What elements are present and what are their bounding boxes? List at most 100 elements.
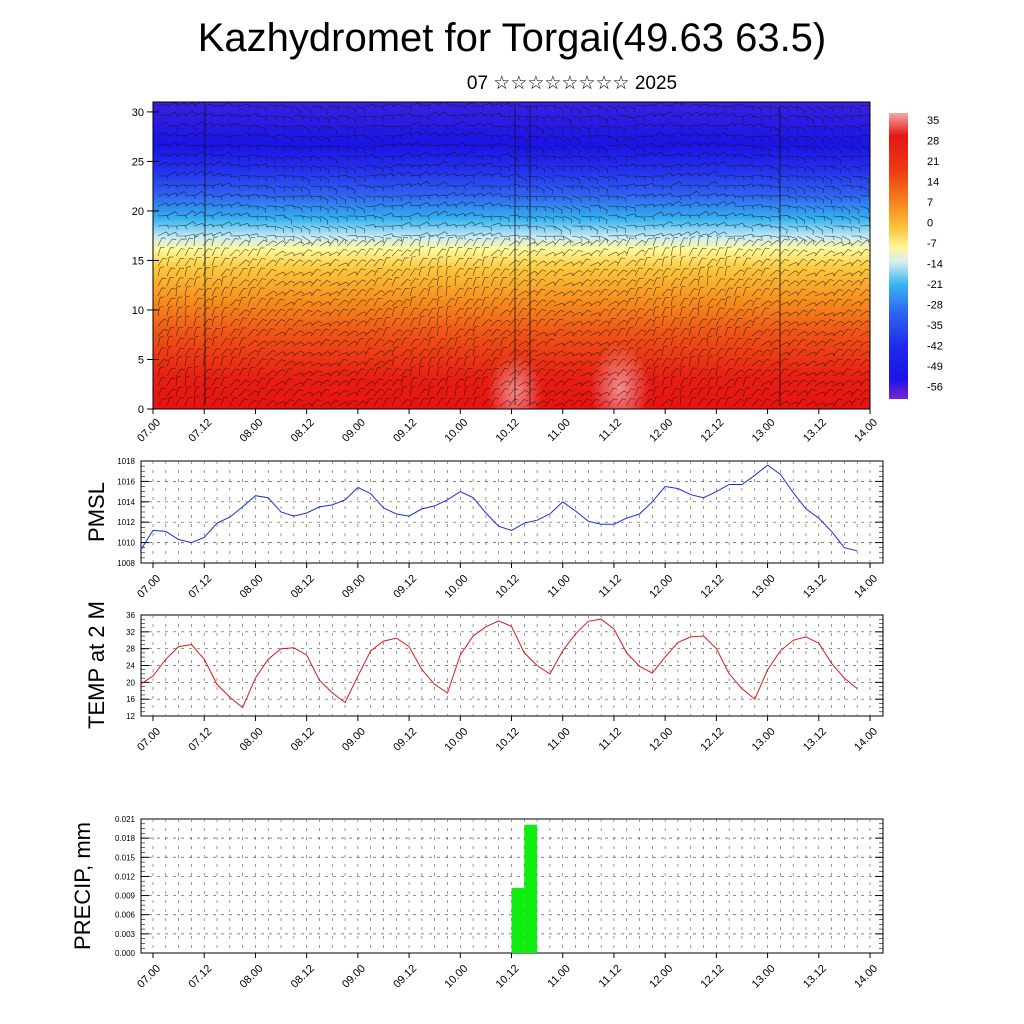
heatmap-x-tick-label: 13.12 (801, 417, 829, 445)
y-tick-label: 1008 (117, 559, 135, 568)
y-tick-label: 16 (126, 695, 135, 704)
colorbar: 35 28 21 14 7 0 -7 -14 -21 -28 -35 -42 -49 -56 (889, 113, 943, 399)
y-tick-label: 0.018 (115, 834, 136, 843)
heatmap-x-tick-label: 07.00 (135, 417, 163, 445)
x-tick-label: 12.00 (647, 573, 675, 601)
cross-section-panel: 0 5 10 15 20 25 30 07.00 07.12 08.00 08.12 09.00 09… (132, 101, 880, 445)
heatmap-x-tick-label: 10.12 (494, 417, 522, 445)
x-tick-label: 07.00 (135, 573, 163, 601)
x-tick-label: 07.00 (135, 963, 163, 991)
y-tick-label: 1016 (117, 477, 135, 486)
y-tick-label: 1012 (117, 518, 135, 527)
temp-panel: 12 16 20 24 28 32 36 07.00 07.12 08.00 08.12 09.00 0… (84, 601, 884, 754)
y-tick-label: 12 (126, 712, 135, 721)
temp-ylabel: TEMP at 2 M (84, 601, 109, 729)
heatmap-x-tick-label: 09.00 (340, 417, 368, 445)
heatmap-y-tick-label: 25 (132, 156, 144, 168)
y-tick-label: 20 (126, 678, 135, 687)
colorbar-label: 0 (927, 217, 933, 229)
heatmap-x-tick-label: 11.00 (545, 417, 572, 444)
heatmap-y-tick-label: 10 (132, 305, 144, 317)
x-tick-label: 12.12 (699, 726, 727, 754)
heatmap-x-tick-label: 10.00 (442, 417, 470, 445)
x-tick-label: 09.00 (340, 963, 368, 991)
x-tick-label: 10.12 (494, 726, 522, 754)
x-tick-label: 07.12 (186, 573, 214, 601)
y-tick-label: 36 (126, 611, 135, 620)
x-tick-label: 13.00 (750, 573, 778, 601)
heatmap-x-tick-label: 12.12 (699, 417, 727, 445)
colorbar-label: -49 (927, 361, 943, 373)
x-tick-label: 09.00 (340, 726, 368, 754)
x-tick-label: 09.12 (391, 963, 419, 991)
x-tick-label: 12.00 (647, 963, 675, 991)
x-tick-label: 10.12 (494, 963, 522, 991)
y-tick-label: 0.006 (115, 911, 136, 920)
colorbar-gradient (889, 113, 908, 399)
x-tick-label: 11.12 (597, 726, 624, 753)
chart-subtitle: 07 ☆☆☆☆☆☆☆☆ 2025 (466, 73, 678, 94)
heatmap-x-tick-label: 09.12 (391, 417, 419, 445)
heatmap-x-tick-label: 14.00 (852, 417, 880, 445)
x-tick-label: 08.00 (238, 573, 266, 601)
colorbar-label: -56 (927, 381, 943, 393)
y-tick-label: 0.021 (115, 815, 136, 824)
x-tick-label: 11.00 (545, 726, 572, 753)
y-tick-label: 0.003 (115, 930, 136, 939)
x-tick-label: 09.12 (391, 573, 419, 601)
x-tick-label: 08.00 (238, 726, 266, 754)
colorbar-label: -28 (927, 299, 943, 311)
x-tick-label: 12.12 (699, 963, 727, 991)
x-tick-label: 13.12 (801, 573, 829, 601)
x-tick-label: 14.00 (852, 726, 880, 754)
x-tick-label: 14.00 (852, 963, 880, 991)
x-tick-label: 14.00 (852, 573, 880, 601)
pmsl-ylabel: PMSL (84, 482, 109, 542)
y-tick-label: 32 (126, 628, 135, 637)
x-tick-label: 13.00 (750, 963, 778, 991)
y-tick-label: 0.009 (115, 892, 136, 901)
heatmap-y-tick-label: 30 (132, 107, 144, 119)
heatmap-x-tick-label: 13.00 (750, 417, 778, 445)
heatmap-x-tick-label: 11.12 (597, 417, 624, 444)
x-tick-label: 11.00 (545, 963, 572, 990)
pmsl-frame (140, 460, 884, 564)
colorbar-label: 21 (927, 156, 939, 168)
colorbar-label: 7 (927, 197, 933, 209)
pmsl-panel: 1008 1010 1012 1014 1016 1018 07.00 07.12 08.00 0… (84, 457, 884, 601)
x-tick-label: 08.00 (238, 963, 266, 991)
y-tick-label: 1018 (117, 457, 135, 466)
warm-core-2 (590, 343, 650, 409)
x-tick-label: 11.12 (597, 573, 624, 600)
y-tick-label: 0.000 (115, 949, 136, 958)
heatmap-x-tick-label: 08.00 (238, 417, 266, 445)
wind-barb-field (157, 102, 870, 407)
x-tick-label: 11.00 (545, 573, 572, 600)
heatmap-x-tick-label: 08.12 (289, 417, 317, 445)
colorbar-label: 14 (927, 176, 939, 188)
x-tick-label: 08.12 (289, 726, 317, 754)
x-tick-label: 12.00 (647, 726, 675, 754)
x-tick-label: 10.00 (442, 963, 470, 991)
chart-title: Kazhydromet for Torgai(49.63 63.5) (197, 16, 827, 60)
heatmap-x-tick-label: 07.12 (186, 417, 214, 445)
y-tick-label: 0.015 (115, 853, 136, 862)
x-tick-label: 12.12 (699, 573, 727, 601)
x-tick-label: 13.00 (750, 726, 778, 754)
colorbar-label: -7 (927, 238, 937, 250)
y-tick-label: 0.012 (115, 872, 136, 881)
heatmap-y-tick-label: 0 (138, 404, 144, 416)
x-tick-label: 13.12 (801, 726, 829, 754)
x-tick-label: 10.00 (442, 726, 470, 754)
x-tick-label: 11.12 (597, 963, 624, 990)
x-tick-label: 07.12 (186, 726, 214, 754)
colorbar-label: -14 (927, 258, 943, 270)
x-tick-label: 13.12 (801, 963, 829, 991)
pmsl-series-line (139, 464, 858, 552)
x-tick-label: 07.12 (186, 963, 214, 991)
x-tick-label: 08.12 (289, 573, 317, 601)
wind-barbs (157, 102, 870, 407)
x-tick-label: 10.00 (442, 573, 470, 601)
heatmap-y-tick-label: 15 (132, 255, 144, 267)
